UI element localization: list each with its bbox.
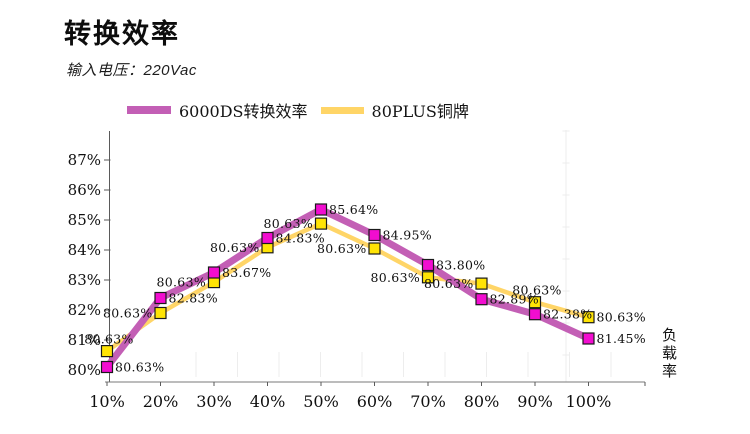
legend-swatch-6000ds-icon [127, 106, 171, 114]
data-marker-1 [314, 217, 328, 230]
y-tick-label: 87% [68, 151, 101, 169]
point-label: 80.63% [264, 216, 313, 231]
point-label: 80.63% [157, 275, 206, 290]
legend-swatch-80plus-icon [320, 106, 364, 114]
data-marker-1 [154, 306, 167, 320]
point-label: 85.64% [329, 202, 378, 217]
x-tick-label: 70% [410, 392, 446, 411]
point-label: 80.63% [512, 283, 561, 298]
data-marker-1 [421, 271, 435, 284]
point-label: 82.89% [490, 292, 539, 307]
data-marker-0 [421, 258, 435, 272]
data-marker-0 [582, 332, 595, 345]
point-label: 80.63% [424, 276, 473, 291]
y-tick-label: 83% [68, 271, 101, 289]
point-label: 84.83% [276, 231, 325, 246]
point-label: 80.63% [371, 270, 420, 285]
y-tick-label: 82% [68, 301, 101, 319]
y-tick-label: 84% [68, 241, 101, 259]
point-label: 81.45% [597, 331, 646, 346]
point-label: 80.63% [103, 306, 152, 321]
legend-item-80plus: 80PLUS铜牌 [320, 98, 469, 122]
series-line-1 [104, 221, 591, 354]
point-label: 83.80% [436, 258, 485, 273]
data-marker-1 [528, 296, 542, 309]
data-marker-1 [100, 345, 114, 358]
x-axis-title: 负载率 [660, 327, 678, 381]
x-tick-label: 60% [357, 392, 393, 411]
data-marker-0 [475, 293, 488, 306]
point-label: 80.63% [597, 310, 646, 325]
x-tick-label: 30% [196, 392, 232, 411]
data-marker-0 [100, 360, 114, 374]
x-tick-label: 90% [517, 392, 553, 411]
point-label: 82.83% [169, 291, 218, 306]
data-marker-0 [314, 203, 328, 216]
x-tick-label: 10% [89, 392, 125, 411]
data-marker-1 [475, 277, 488, 290]
point-label: 80.63% [115, 360, 164, 375]
series-line-0 [103, 206, 592, 371]
y-tick-label: 80% [68, 361, 101, 379]
point-label: 82.38% [543, 307, 592, 322]
data-marker-0 [207, 266, 221, 279]
data-marker-1 [582, 311, 595, 324]
y-tick-label: 85% [68, 211, 101, 229]
x-tick-label: 50% [303, 392, 339, 411]
data-marker-0 [528, 308, 542, 321]
legend-label-80plus: 80PLUS铜牌 [371, 102, 469, 121]
point-label: 80.63% [317, 241, 366, 256]
point-label: 80.63% [210, 240, 259, 255]
x-tick-label: 100% [566, 392, 612, 411]
data-marker-0 [154, 291, 167, 305]
x-tick-label: 40% [250, 392, 286, 411]
data-marker-0 [368, 228, 381, 242]
point-label: 80.63% [84, 332, 133, 347]
y-tick-label: 81% [68, 331, 101, 349]
legend-item-6000ds: 6000DS转换效率 [127, 98, 308, 122]
data-marker-1 [368, 242, 381, 255]
x-tick-label: 80% [464, 392, 500, 411]
chart-legend: 6000DS转换效率 80PLUS铜牌 [127, 98, 469, 122]
point-label: 83.67% [222, 265, 271, 280]
input-voltage-note: 输入电压：220Vac [66, 62, 197, 79]
point-label: 84.95% [383, 228, 432, 243]
page-title: 转换效率 [64, 19, 180, 49]
legend-label-6000ds: 6000DS转换效率 [179, 102, 308, 121]
y-tick-label: 86% [68, 181, 101, 199]
data-marker-0 [261, 231, 274, 245]
x-tick-label: 20% [143, 392, 179, 411]
